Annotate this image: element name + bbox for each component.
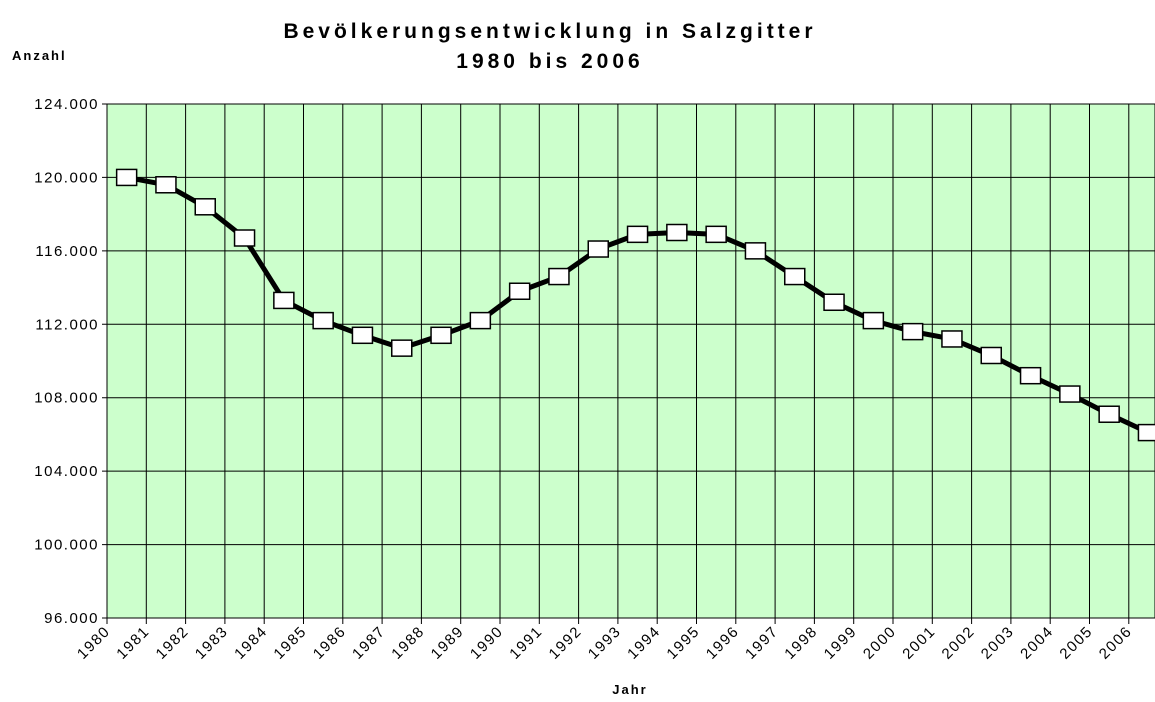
y-tick-label: 100.000	[34, 537, 99, 554]
data-marker	[744, 242, 767, 260]
x-tick-label: 2001	[899, 623, 939, 663]
x-tick-label: 1983	[192, 623, 232, 663]
x-axis-label: Jahr	[612, 682, 647, 697]
x-tick-label: 1980	[74, 623, 114, 663]
data-marker	[1019, 366, 1042, 385]
chart-subtitle: 1980 bis 2006	[456, 50, 643, 73]
x-tick-label: 1996	[703, 623, 743, 663]
y-tick-label: 120.000	[34, 169, 99, 186]
data-marker	[273, 291, 295, 310]
x-tick-label: 1997	[742, 623, 782, 663]
data-marker	[194, 198, 216, 216]
data-marker	[626, 225, 649, 244]
x-tick-label: 2000	[860, 623, 900, 663]
y-tick-label: 116.000	[35, 243, 99, 260]
data-marker	[587, 240, 609, 258]
data-marker	[115, 168, 138, 187]
x-tick-label: 2005	[1056, 623, 1096, 663]
x-tick-label: 1998	[781, 623, 821, 663]
x-tick-label: 1999	[821, 623, 861, 663]
y-tick-label: 96.000	[44, 610, 99, 627]
x-tick-label: 1991	[506, 623, 546, 663]
plot-area	[106, 103, 1155, 619]
x-tick-label: 2006	[1096, 623, 1136, 663]
data-marker	[1137, 423, 1155, 442]
x-tick-label: 1990	[467, 623, 507, 663]
data-marker	[901, 322, 924, 341]
data-marker	[312, 311, 334, 330]
x-tick-label: 1992	[546, 623, 586, 663]
data-marker	[1098, 405, 1120, 423]
x-tick-label: 2004	[1017, 623, 1057, 663]
data-marker	[233, 229, 256, 247]
x-tick-label: 1988	[388, 623, 428, 663]
x-tick-label: 1993	[585, 623, 625, 663]
x-tick-label: 1989	[428, 623, 468, 663]
x-tick-label: 1994	[624, 623, 664, 663]
data-marker	[666, 223, 688, 242]
data-marker	[862, 311, 885, 330]
y-tick-label: 124.000	[34, 96, 99, 113]
x-tick-label: 1995	[663, 623, 703, 663]
data-marker	[430, 326, 452, 345]
data-marker	[469, 311, 492, 330]
x-tick-label: 1984	[231, 623, 271, 663]
chart-title: Bevölkerungsentwicklung in Salzgitter	[283, 20, 816, 43]
data-marker	[548, 267, 570, 286]
data-marker	[391, 339, 413, 357]
data-marker	[705, 225, 727, 244]
x-tick-label: 1982	[153, 623, 193, 663]
data-marker	[351, 326, 374, 345]
data-marker	[508, 282, 531, 300]
y-tick-label: 108.000	[34, 390, 99, 407]
x-tick-label: 1981	[113, 623, 153, 663]
data-marker	[941, 330, 963, 348]
x-tick-label: 2003	[978, 623, 1018, 663]
data-marker	[784, 267, 806, 286]
y-tick-label: 112.000	[35, 316, 99, 333]
data-marker	[980, 346, 1002, 365]
data-marker	[155, 176, 177, 194]
x-tick-label: 2002	[939, 623, 979, 663]
x-tick-label: 1985	[270, 623, 310, 663]
y-axis-label: Anzahl	[12, 48, 67, 63]
y-tick-label: 104.000	[34, 463, 99, 480]
data-marker	[823, 293, 845, 312]
x-tick-label: 1986	[310, 623, 350, 663]
x-tick-label: 1987	[349, 623, 389, 663]
data-marker	[1059, 385, 1081, 403]
